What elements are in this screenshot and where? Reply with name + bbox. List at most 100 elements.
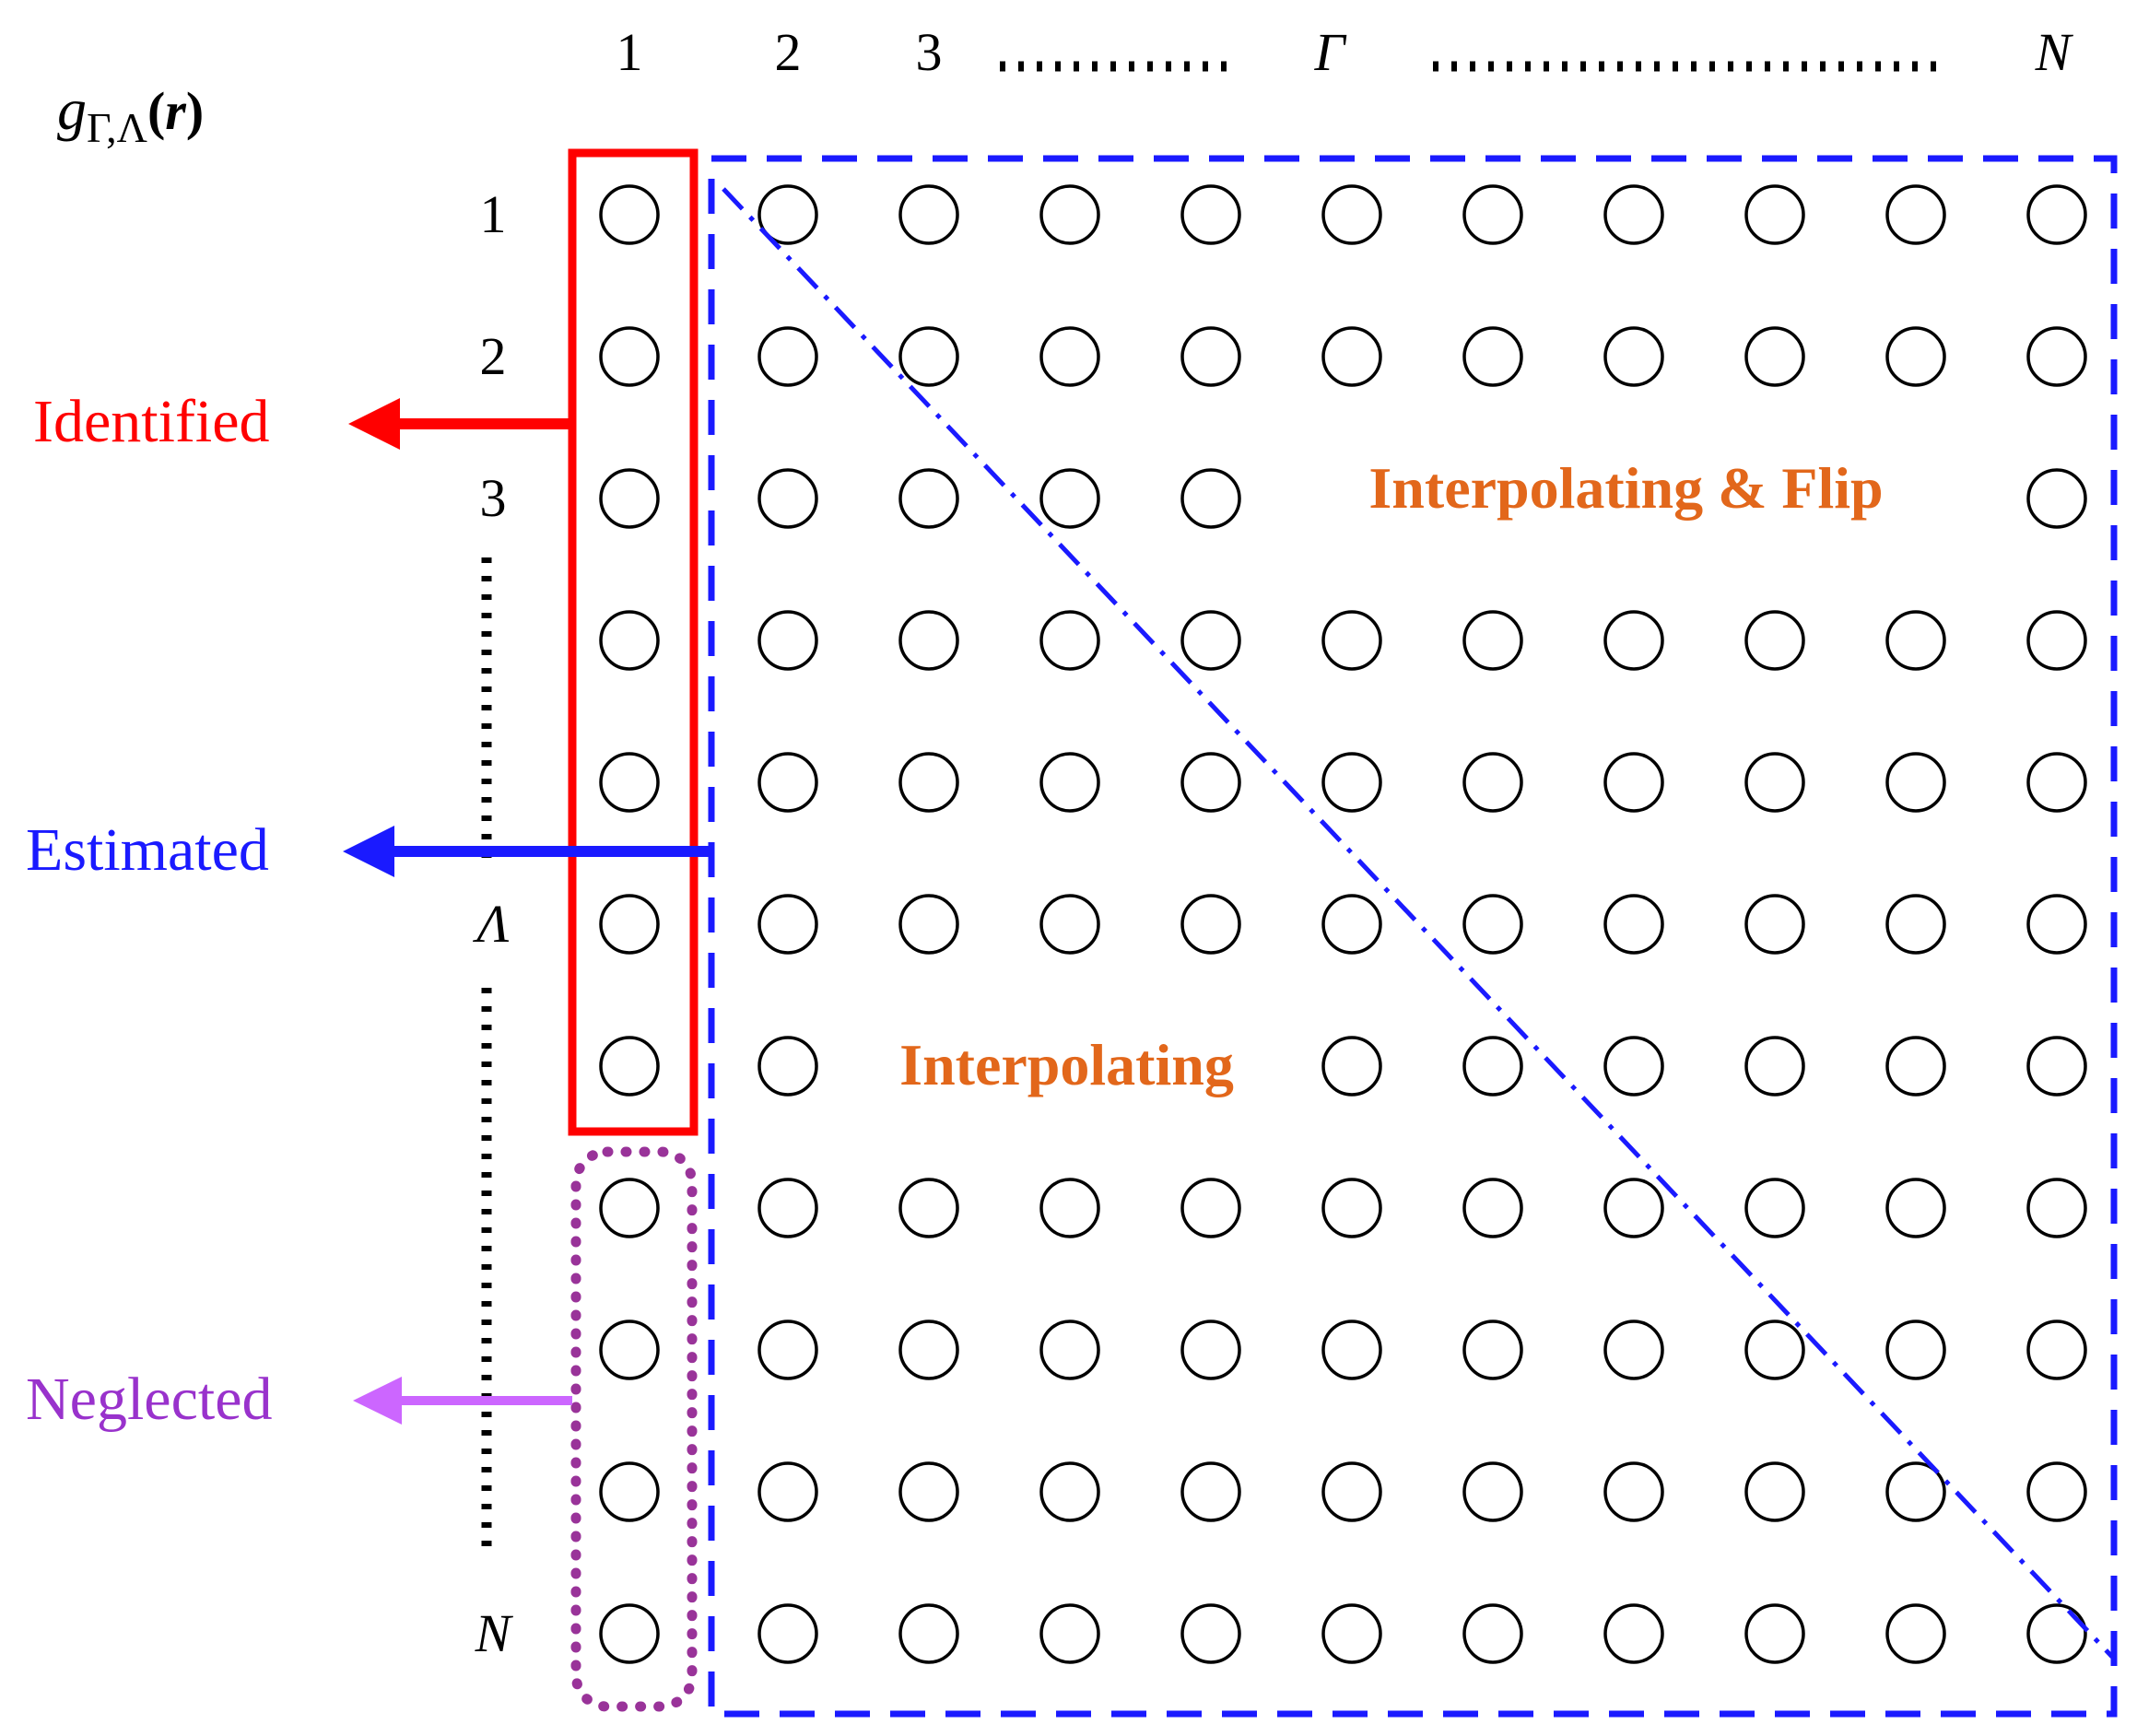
matrix-circle [599,1461,660,1522]
matrix-circle [1603,184,1664,245]
matrix-circle [1039,1603,1100,1664]
matrix-circle [1180,1461,1241,1522]
matrix-circle [898,468,959,529]
matrix-circle [1180,1178,1241,1238]
matrix-circle [757,752,818,813]
matrix-circle [2026,184,2087,245]
formula-base: g [57,76,87,142]
matrix-circle [1462,894,1523,955]
matrix-circle [1039,752,1100,813]
matrix-circle [2026,894,2087,955]
matrix-circle [1321,610,1382,671]
matrix-circle [1321,752,1382,813]
matrix-circle [1039,610,1100,671]
matrix-circle [599,1178,660,1238]
matrix-circle [1180,184,1241,245]
matrix-circle [1603,1320,1664,1380]
identified-box [568,148,699,1136]
matrix-circle [1885,184,1946,245]
matrix-circle [1744,1178,1805,1238]
matrix-circle [1885,610,1946,671]
matrix-circle [1039,1178,1100,1238]
row-label-1: 1 [479,184,507,244]
matrix-circle [1603,1603,1664,1664]
matrix-circle [757,326,818,387]
matrix-circle [1744,610,1805,671]
matrix-circle [1603,1461,1664,1522]
matrix-circle [2026,1178,2087,1238]
matrix-circle [1885,1178,1946,1238]
matrix-circle [2026,752,2087,813]
matrix-circle [2026,1036,2087,1097]
matrix-circle [1744,326,1805,387]
matrix-circle [599,610,660,671]
matrix-circle [1885,326,1946,387]
matrix-circle [1744,184,1805,245]
neglected-label: Neglected [26,1366,273,1433]
matrix-circle [1321,1461,1382,1522]
matrix-circle [2026,1461,2087,1522]
matrix-circle [898,894,959,955]
matrix-circle [898,1603,959,1664]
matrix-circle [1462,1036,1523,1097]
matrix-circle [1039,184,1100,245]
matrix-circle [757,1036,818,1097]
matrix-circle [757,1320,818,1380]
diagonal-line [722,187,2114,1659]
matrix-circle [599,326,660,387]
matrix-circle [898,326,959,387]
matrix-circle [1885,1036,1946,1097]
estimated-region-box [708,155,2118,1718]
matrix-circle [1462,1178,1523,1238]
matrix-circle [1462,752,1523,813]
matrix-circle [1885,752,1946,813]
matrix-circle [757,894,818,955]
matrix-circle [1603,1178,1664,1238]
matrix-circle [599,1320,660,1380]
row-label-lambda: Λ [476,894,510,954]
matrix-circle [757,610,818,671]
matrix-circle [1885,894,1946,955]
matrix-circle [1321,184,1382,245]
row-label-n: N [475,1603,511,1663]
matrix-circle [1744,752,1805,813]
matrix-circle [1321,1603,1382,1664]
matrix-circle [1603,610,1664,671]
matrix-circle [599,468,660,529]
matrix-circle [898,752,959,813]
matrix-circle [757,1461,818,1522]
formula-open-paren: ( [147,81,166,141]
matrix-circle [1462,1461,1523,1522]
matrix-circle [1462,1320,1523,1380]
matrix-circle [2026,1603,2087,1664]
matrix-circle [1462,184,1523,245]
matrix-circle [599,1603,660,1664]
row-label-3: 3 [479,468,507,528]
col-label-1: 1 [616,22,643,82]
circle-grid [599,184,2087,1664]
row-label-2: 2 [479,326,507,386]
matrix-circle [1180,1603,1241,1664]
col-label-2: 2 [774,22,802,82]
matrix-circle [1603,752,1664,813]
matrix-formula: gΓ,Λ(r) [57,76,204,152]
matrix-circle [1180,326,1241,387]
identified-label: Identified [33,388,270,455]
matrix-circle [757,1603,818,1664]
matrix-circle [2026,610,2087,671]
matrix-circle [599,184,660,245]
matrix-circle [2026,326,2087,387]
matrix-circle [599,752,660,813]
matrix-circle [1603,894,1664,955]
formula-close-paren: ) [185,81,205,141]
formula-argument: r [165,81,186,141]
matrix-circle [1321,326,1382,387]
matrix-circle [1744,1320,1805,1380]
matrix-circle [1744,1603,1805,1664]
matrix-circle [1039,1320,1100,1380]
col-label-n: N [2035,22,2072,82]
matrix-circle [1321,1036,1382,1097]
matrix-circle [2026,468,2087,529]
